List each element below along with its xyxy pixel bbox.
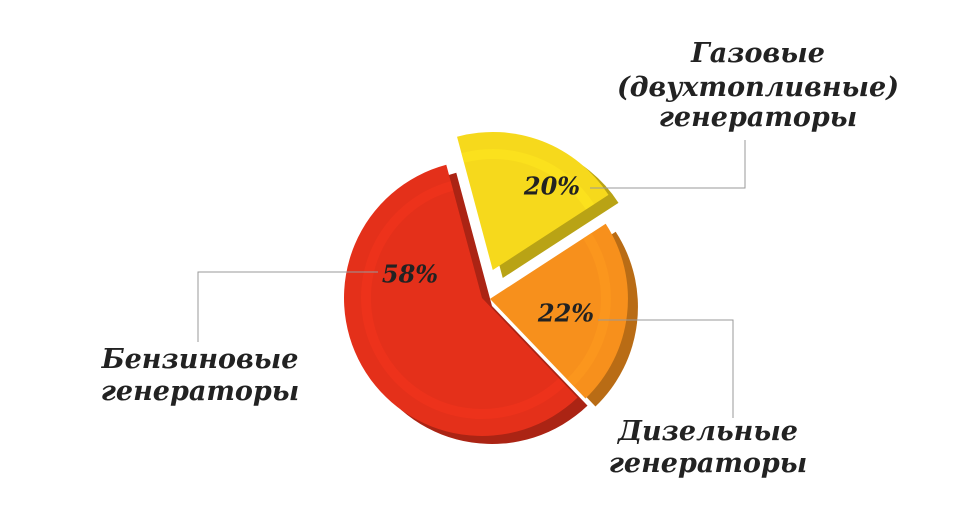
leader-line bbox=[590, 140, 746, 189]
slice-highlight bbox=[361, 181, 566, 419]
slice-highlight bbox=[566, 233, 611, 387]
value-label: 22% bbox=[537, 299, 594, 328]
category-label: Дизельные bbox=[616, 416, 798, 447]
leader-line bbox=[598, 319, 734, 418]
category-label: генераторы bbox=[609, 448, 808, 479]
slice bbox=[457, 131, 609, 270]
category-label: Газовые bbox=[690, 38, 825, 69]
slice bbox=[344, 164, 578, 436]
category-label: генераторы bbox=[101, 376, 300, 407]
leader-line bbox=[197, 271, 378, 342]
category-label: (двухтопливные) bbox=[617, 72, 899, 103]
value-label: 20% bbox=[523, 172, 580, 201]
value-label: 58% bbox=[382, 260, 438, 289]
slice-highlight bbox=[461, 149, 595, 210]
category-label: генераторы bbox=[659, 102, 858, 133]
category-label: Бензиновые bbox=[101, 344, 299, 375]
